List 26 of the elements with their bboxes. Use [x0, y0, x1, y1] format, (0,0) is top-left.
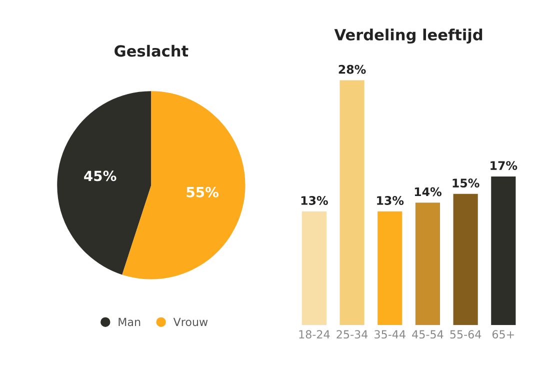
- bar: [453, 194, 478, 326]
- chart-title: Verdeling leeftijd: [334, 28, 482, 44]
- data-label: 13%: [377, 196, 404, 205]
- data-label: 28%: [338, 64, 366, 74]
- bar: [491, 176, 516, 326]
- data-label: 13%: [301, 196, 328, 205]
- bar: [378, 211, 402, 326]
- x-tick-label: 18-24: [299, 330, 330, 339]
- bar: [302, 211, 326, 326]
- x-tick-label: 55-64: [450, 330, 482, 339]
- pie-slice: [57, 91, 152, 275]
- chart-title: Geslacht: [114, 44, 188, 57]
- pie-slice: [122, 91, 246, 280]
- data-label: 15%: [452, 178, 480, 188]
- x-tick-label: 65+: [492, 330, 514, 339]
- data-label: 45%: [84, 170, 116, 182]
- x-tick-label: 25-34: [336, 330, 368, 339]
- data-label: 17%: [490, 161, 518, 170]
- x-tick-label: 45-54: [412, 330, 444, 339]
- data-label: 14%: [414, 187, 442, 196]
- bar: [340, 80, 364, 326]
- legend-label: Man: [118, 318, 140, 326]
- data-label: 55%: [186, 186, 218, 198]
- legend-label: Vrouw: [173, 318, 208, 326]
- bar: [415, 202, 440, 326]
- x-tick-label: 35-44: [374, 330, 406, 339]
